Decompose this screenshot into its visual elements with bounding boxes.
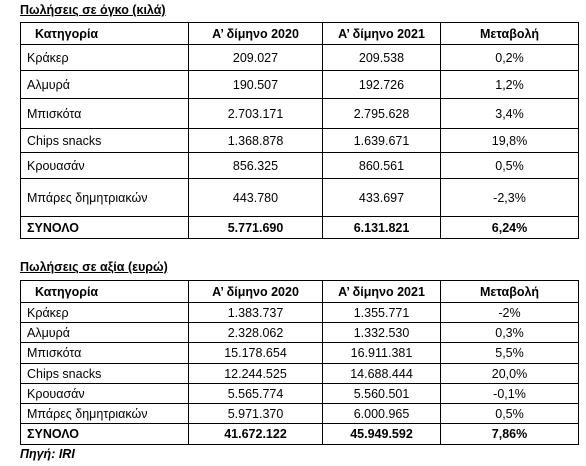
table-cell: 0,5% bbox=[440, 403, 579, 424]
table-cell: 1.383.737 bbox=[188, 302, 323, 323]
table-cell: 443.780 bbox=[188, 178, 323, 217]
table-title: Πωλήσεις σε όγκο (κιλά) bbox=[20, 3, 166, 17]
table-cell: 2.328.062 bbox=[188, 322, 323, 343]
table-cell: 860.561 bbox=[322, 152, 441, 179]
table-cell: Α’ δίμηνο 2021 bbox=[322, 280, 441, 303]
table-cell: Αλμυρά bbox=[20, 322, 189, 343]
table-row: Μπισκότα 2.703.171 2.795.628 3,4% bbox=[20, 98, 579, 129]
table-row: Αλμυρά 190.507 192.726 1,2% bbox=[20, 70, 579, 99]
data-table: Κατηγορία Α’ δίμηνο 2020 Α’ δίμηνο 2021 Μετ… bbox=[20, 280, 579, 445]
table-cell: 5.560.501 bbox=[322, 383, 441, 404]
table-cell: 7,86% bbox=[440, 423, 579, 445]
table-cell: 856.325 bbox=[188, 152, 323, 179]
table-cell: 1,2% bbox=[440, 70, 579, 99]
table-cell: 5,5% bbox=[440, 342, 579, 364]
table-cell: 1.639.671 bbox=[322, 128, 441, 153]
table-cell: 6.000.965 bbox=[322, 403, 441, 424]
table-cell: 433.697 bbox=[322, 178, 441, 217]
table-cell: 0,5% bbox=[440, 152, 579, 179]
table-cell: 45.949.592 bbox=[322, 423, 441, 445]
table-cell: Chips snacks bbox=[20, 128, 189, 153]
table-row: Μπισκότα 15.178.654 16.911.381 5,5% bbox=[20, 342, 579, 364]
table-cell: -2,3% bbox=[440, 178, 579, 217]
total-row: ΣΥΝΟΛΟ 5.771.690 6.131.821 6,24% bbox=[20, 216, 579, 239]
table-cell: 192.726 bbox=[322, 70, 441, 99]
table-cell: 3,4% bbox=[440, 98, 579, 129]
table-cell: Μεταβολή bbox=[440, 22, 579, 45]
table-cell: 12.244.525 bbox=[188, 363, 323, 384]
table-cell: 1.332.530 bbox=[322, 322, 441, 343]
table-cell: Α’ δίμηνο 2020 bbox=[188, 22, 323, 45]
table-row: Chips snacks 12.244.525 14.688.444 20,0% bbox=[20, 363, 579, 384]
header-row: Κατηγορία Α’ δίμηνο 2020 Α’ δίμηνο 2021 Μετ… bbox=[20, 22, 579, 45]
table-cell: 1.368.878 bbox=[188, 128, 323, 153]
table-cell: 190.507 bbox=[188, 70, 323, 99]
table-cell: ΣΥΝΟΛΟ bbox=[20, 216, 189, 239]
table-cell: Αλμυρά bbox=[20, 70, 189, 99]
header-row: Κατηγορία Α’ δίμηνο 2020 Α’ δίμηνο 2021 Μετ… bbox=[20, 280, 579, 303]
table-row: Αλμυρά 2.328.062 1.332.530 0,3% bbox=[20, 322, 579, 343]
table-cell: 6.131.821 bbox=[322, 216, 441, 239]
table-cell: 0,2% bbox=[440, 44, 579, 71]
table-cell: Κράκερ bbox=[20, 44, 189, 71]
table-cell: Α’ δίμηνο 2021 bbox=[322, 22, 441, 45]
table-cell: Κράκερ bbox=[20, 302, 189, 323]
table-row: Κράκερ 209.027 209.538 0,2% bbox=[20, 44, 579, 71]
table-cell: Chips snacks bbox=[20, 363, 189, 384]
table-cell: 19,8% bbox=[440, 128, 579, 153]
table-cell: Μπισκότα bbox=[20, 98, 189, 129]
table-cell: 2.795.628 bbox=[322, 98, 441, 129]
table-cell: 209.027 bbox=[188, 44, 323, 71]
source: Πηγή: IRI bbox=[20, 447, 75, 461]
table-cell: Κατηγορία bbox=[20, 280, 189, 303]
total-row: ΣΥΝΟΛΟ 41.672.122 45.949.592 7,86% bbox=[20, 423, 579, 445]
table-cell: 14.688.444 bbox=[322, 363, 441, 384]
table-cell: Μπισκότα bbox=[20, 342, 189, 364]
table-cell: 2.703.171 bbox=[188, 98, 323, 129]
table-row: Κρουασάν 5.565.774 5.560.501 -0,1% bbox=[20, 383, 579, 404]
table-cell: 41.672.122 bbox=[188, 423, 323, 445]
data-table: Κατηγορία Α’ δίμηνο 2020 Α’ δίμηνο 2021 Μετ… bbox=[20, 22, 579, 239]
table-cell: 1.355.771 bbox=[322, 302, 441, 323]
table-cell: Κρουασάν bbox=[20, 383, 189, 404]
table-title: Πωλήσεις σε αξία (ευρώ) bbox=[20, 260, 168, 274]
table-cell: ΣΥΝΟΛΟ bbox=[20, 423, 189, 445]
table-cell: 5.971.370 bbox=[188, 403, 323, 424]
table-row: Μπάρες δημητριακών 5.971.370 6.000.965 0,5% bbox=[20, 403, 579, 424]
table-cell: 5.565.774 bbox=[188, 383, 323, 404]
table-cell: Μπάρες δημητριακών bbox=[20, 403, 189, 424]
table-cell: Κρουασάν bbox=[20, 152, 189, 179]
table-cell: Μπάρες δημητριακών bbox=[20, 178, 189, 217]
table-cell: 16.911.381 bbox=[322, 342, 441, 364]
table-cell: 15.178.654 bbox=[188, 342, 323, 364]
table-cell: 6,24% bbox=[440, 216, 579, 239]
table-row: Μπάρες δημητριακών 443.780 433.697 -2,3% bbox=[20, 178, 579, 217]
table-row: Chips snacks 1.368.878 1.639.671 19,8% bbox=[20, 128, 579, 153]
table-cell: 0,3% bbox=[440, 322, 579, 343]
table-cell: 209.538 bbox=[322, 44, 441, 71]
table-row: Κράκερ 1.383.737 1.355.771 -2% bbox=[20, 302, 579, 323]
table-row: Κρουασάν 856.325 860.561 0,5% bbox=[20, 152, 579, 179]
table-cell: -2% bbox=[440, 302, 579, 323]
table-cell: 5.771.690 bbox=[188, 216, 323, 239]
table-cell: Μεταβολή bbox=[440, 280, 579, 303]
table-cell: Κατηγορία bbox=[20, 22, 189, 45]
table-cell: -0,1% bbox=[440, 383, 579, 404]
table-cell: Α’ δίμηνο 2020 bbox=[188, 280, 323, 303]
table-cell: 20,0% bbox=[440, 363, 579, 384]
